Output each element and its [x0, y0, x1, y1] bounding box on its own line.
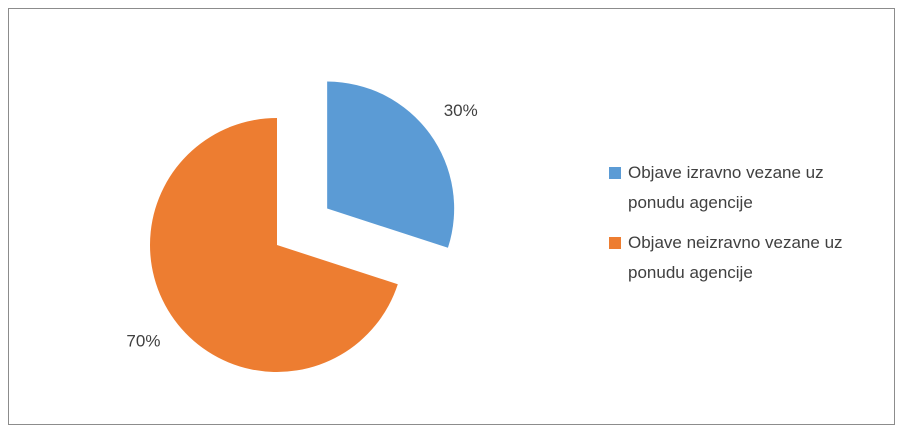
legend-label: Objave izravno vezane uz ponudu agencije: [628, 163, 824, 212]
pie-slice: [149, 118, 398, 373]
legend-item: Objave neizravno vezane uz ponudu agenci…: [609, 228, 879, 288]
legend: Objave izravno vezane uz ponudu agencije…: [609, 158, 879, 298]
legend-swatch: [609, 237, 621, 249]
legend-label: Objave neizravno vezane uz ponudu agenci…: [628, 233, 843, 282]
data-label: 30%: [444, 101, 478, 120]
pie-slice: [327, 81, 455, 248]
legend-item: Objave izravno vezane uz ponudu agencije: [609, 158, 879, 218]
legend-swatch: [609, 167, 621, 179]
data-label: 70%: [126, 332, 160, 351]
